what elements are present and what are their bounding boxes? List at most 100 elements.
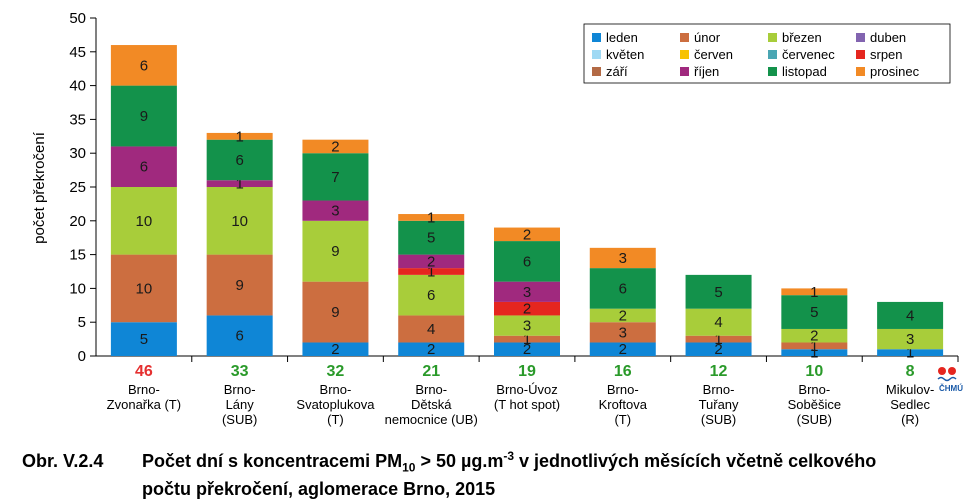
bar-segment-label: 2 <box>523 226 531 243</box>
legend-item-label: prosinec <box>870 64 920 79</box>
bar-segment <box>398 268 465 275</box>
bar-segment-label: 6 <box>523 253 531 270</box>
bar-segment <box>685 342 752 356</box>
bar-segment-label: 10 <box>136 280 153 297</box>
bar-segment-label: 2 <box>619 307 627 324</box>
category-label: Tuřany <box>699 397 739 412</box>
bar-segment <box>877 301 944 329</box>
bar-total-label: 8 <box>906 363 915 380</box>
bar-segment-label: 2 <box>810 328 818 345</box>
legend-item-label: srpen <box>870 47 903 62</box>
bar-segment-label: 5 <box>427 230 435 247</box>
bar-segment <box>494 335 560 343</box>
legend-swatch <box>856 33 865 42</box>
legend-item-label: říjen <box>694 64 719 79</box>
legend-swatch <box>592 67 601 76</box>
category-label: Brno- <box>320 382 352 397</box>
y-axis-label: počet překročení <box>31 131 48 244</box>
y-tick-label: 40 <box>69 78 86 95</box>
bar-segment <box>494 342 560 356</box>
category-label: (R) <box>901 412 919 427</box>
category-label: (T) <box>327 412 344 427</box>
bar-segment <box>494 227 560 242</box>
category-label: Brno- <box>703 382 735 397</box>
legend-item-label: listopad <box>782 64 827 79</box>
category-label: Brno- <box>607 382 639 397</box>
bar-segment <box>398 254 465 269</box>
bar-segment <box>494 315 560 336</box>
bar-segment-label: 10 <box>136 213 153 230</box>
bar-segment <box>685 274 752 309</box>
bar-total-label: 33 <box>231 363 249 380</box>
bar-segment-label: 2 <box>331 341 339 358</box>
bar-segment-label: 1 <box>810 345 818 362</box>
bar-segment-label: 6 <box>235 152 243 169</box>
bar-segment-label: 4 <box>427 321 435 338</box>
y-tick-label: 5 <box>78 314 86 331</box>
legend-swatch <box>768 33 777 42</box>
legend-swatch <box>768 50 777 59</box>
bar-total-label: 12 <box>710 363 728 380</box>
bar-segment <box>589 322 656 343</box>
bar-segment-label: 5 <box>714 284 722 301</box>
bar-segment <box>110 45 177 86</box>
bar-segment-label: 5 <box>140 331 148 348</box>
bar-segment <box>398 342 465 356</box>
bar-segment <box>302 281 369 343</box>
y-tick-label: 10 <box>69 280 86 297</box>
category-label: Brno-Úvoz <box>496 382 557 397</box>
bar-segment <box>398 274 465 316</box>
bar-segment <box>781 288 848 296</box>
y-tick-label: 15 <box>69 247 86 264</box>
y-tick-label: 35 <box>69 111 86 128</box>
bar-segment <box>494 301 560 316</box>
bar-segment <box>685 335 752 343</box>
bar-segment <box>398 214 465 221</box>
bar-segment-label: 3 <box>619 324 627 341</box>
legend-swatch <box>680 33 689 42</box>
bar-segment-label: 3 <box>523 318 531 335</box>
category-label: Brno- <box>798 382 830 397</box>
bar-segment <box>589 308 656 323</box>
bar-segment-label: 7 <box>331 169 339 186</box>
bar-segment-label: 2 <box>714 341 722 358</box>
chmu-logo: ČHMÚ <box>934 364 968 394</box>
chmu-logo-text: ČHMÚ <box>939 384 963 393</box>
bar-segment <box>302 153 369 201</box>
bar-segment-label: 2 <box>427 341 435 358</box>
caption-exponent: -3 <box>503 449 515 463</box>
bar-segment <box>877 349 944 356</box>
bar-segment <box>302 342 369 356</box>
bar-segment <box>398 220 465 255</box>
legend-swatch <box>680 67 689 76</box>
bar-segment <box>685 308 752 336</box>
bar-segment-label: 6 <box>140 57 148 74</box>
category-label: Zvonařka (T) <box>107 397 181 412</box>
caption-number: Obr. V.2.4 <box>22 451 104 471</box>
bar-segment <box>302 200 369 221</box>
bar-segment-label: 2 <box>619 341 627 358</box>
legend-item-label: září <box>606 64 628 79</box>
bar-segment <box>206 315 273 356</box>
bars: 5101069669101612993722461251213236223263… <box>110 45 944 362</box>
legend-box <box>583 23 951 84</box>
bar-segment-label: 1 <box>523 331 531 348</box>
legend-swatch <box>592 50 601 59</box>
bar-segment <box>589 342 656 356</box>
legend: leden únor březen duben květen červen červenec… <box>583 23 951 84</box>
bar-total-label: 46 <box>135 363 153 380</box>
y-tick-label: 0 <box>78 348 86 365</box>
bar-total-label: 32 <box>327 363 345 380</box>
caption-text-2: > 50 µg.m <box>415 451 504 471</box>
bar-segment <box>302 139 369 154</box>
bar-segment <box>398 315 465 343</box>
legend-item-label: leden <box>606 30 638 45</box>
bar-segment-label: 1 <box>810 338 818 355</box>
category-label: Dětská <box>411 397 452 412</box>
y-tick-label: 45 <box>69 44 86 61</box>
bar-segment <box>781 342 848 350</box>
bar-segment-label: 6 <box>235 328 243 345</box>
figure-caption: Obr. V.2.4 Počet dní s koncentracemi PM10… <box>22 446 962 500</box>
bar-segment-label: 9 <box>140 108 148 125</box>
